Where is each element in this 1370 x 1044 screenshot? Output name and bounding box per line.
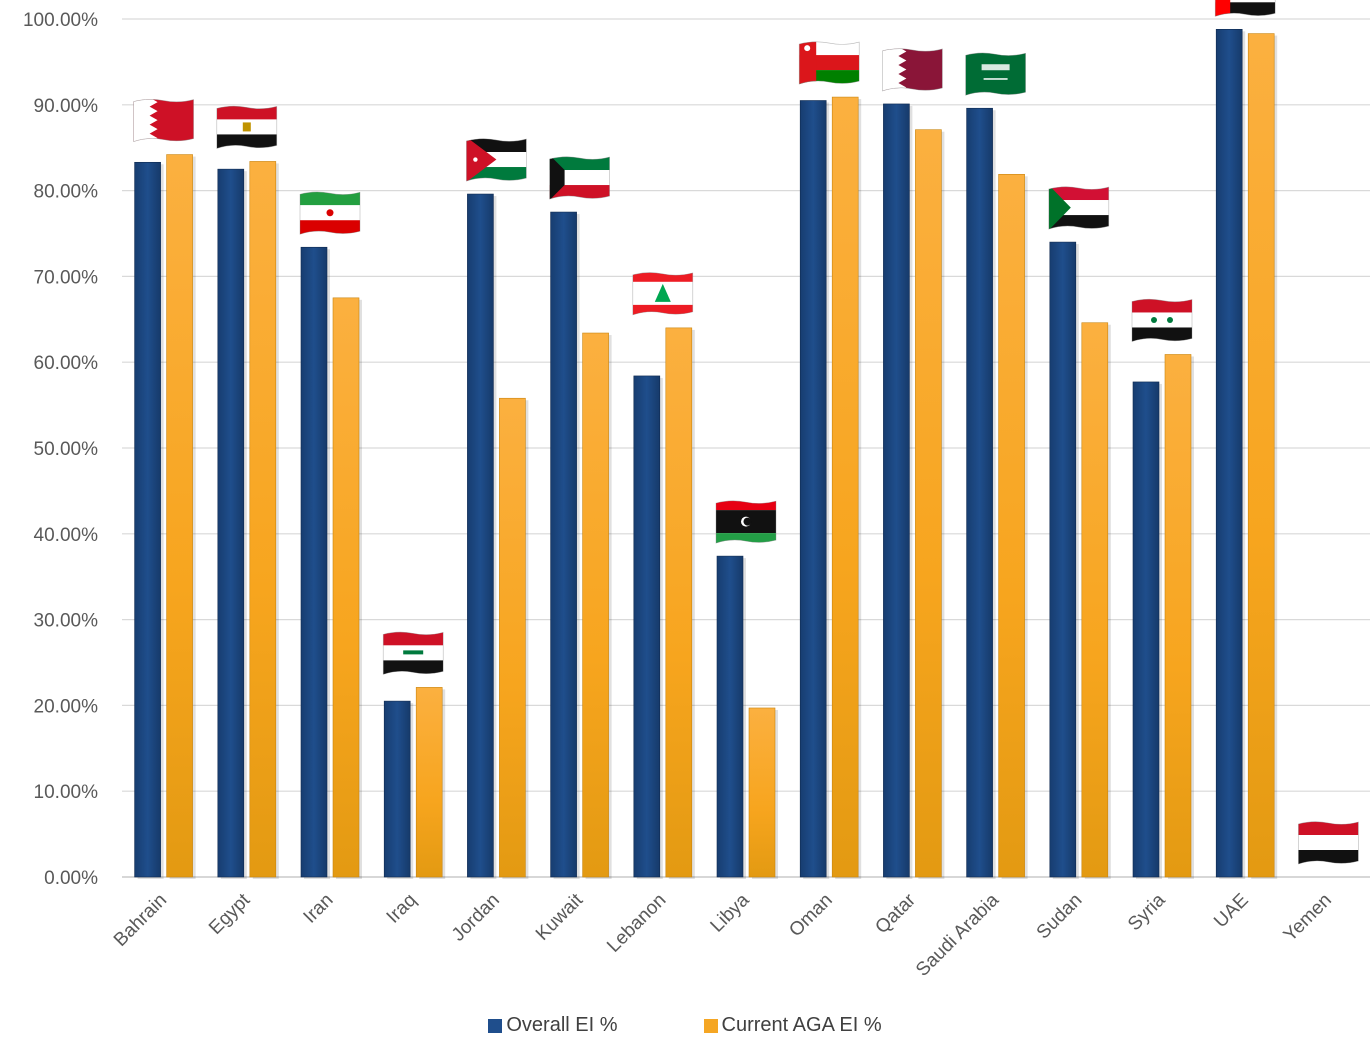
bar-overall[interactable] bbox=[1132, 381, 1160, 878]
bar-current-aga[interactable] bbox=[582, 332, 609, 878]
bar-current-aga[interactable] bbox=[1247, 33, 1275, 878]
legend: Overall EI % Current AGA EI % bbox=[0, 1014, 1370, 1037]
y-tick-label: 0.00% bbox=[44, 868, 98, 889]
x-tick-label: Libya bbox=[707, 889, 754, 936]
bar-overall[interactable] bbox=[716, 555, 744, 878]
qatar-flag-icon bbox=[882, 48, 943, 92]
lebanon-flag-icon bbox=[632, 272, 694, 316]
bar-current-aga[interactable] bbox=[166, 154, 193, 878]
y-tick-label: 40.00% bbox=[34, 525, 99, 546]
bar-overall[interactable] bbox=[467, 193, 494, 878]
yemen-flag-icon bbox=[1298, 821, 1359, 865]
x-tick-label: Bahrain bbox=[110, 890, 171, 951]
bar-overall[interactable] bbox=[966, 107, 993, 878]
jordan-flag-icon bbox=[466, 138, 527, 182]
x-tick-label: UAE bbox=[1210, 890, 1252, 932]
legend-swatch-overall bbox=[488, 1018, 503, 1033]
bar-overall[interactable] bbox=[1049, 241, 1077, 878]
bar-overall[interactable] bbox=[883, 103, 910, 878]
y-tick-label: 30.00% bbox=[34, 611, 99, 632]
bahrain-flag-icon bbox=[133, 98, 194, 142]
legend-item-current-aga[interactable]: Current AGA EI % bbox=[703, 1014, 882, 1037]
y-tick-label: 90.00% bbox=[34, 96, 99, 117]
x-tick-label: Egypt bbox=[205, 889, 255, 939]
x-tick-label: Saudi Arabia bbox=[912, 889, 1003, 980]
bar-current-aga[interactable] bbox=[915, 129, 942, 878]
legend-label-overall: Overall EI % bbox=[506, 1014, 618, 1036]
bar-overall[interactable] bbox=[134, 161, 161, 878]
x-tick-label: Syria bbox=[1124, 889, 1170, 935]
bar-current-aga[interactable] bbox=[831, 96, 859, 878]
x-tick-label: Iraq bbox=[383, 890, 421, 928]
bar-current-aga[interactable] bbox=[748, 707, 776, 878]
bar-current-aga[interactable] bbox=[332, 297, 360, 878]
y-tick-label: 10.00% bbox=[34, 782, 99, 803]
bar-overall[interactable] bbox=[300, 246, 328, 878]
legend-label-current-aga: Current AGA EI % bbox=[721, 1014, 882, 1036]
oman-flag-icon bbox=[798, 41, 860, 85]
y-tick-label: 60.00% bbox=[34, 353, 99, 374]
bar-overall[interactable] bbox=[1215, 28, 1243, 878]
x-tick-label: Jordan bbox=[448, 890, 504, 946]
bar-current-aga[interactable] bbox=[998, 173, 1025, 878]
libya-flag-icon bbox=[715, 500, 777, 544]
x-tick-label: Yemen bbox=[1280, 890, 1336, 946]
x-tick-label: Lebanon bbox=[603, 890, 670, 957]
y-tick-label: 50.00% bbox=[34, 439, 99, 460]
x-tick-label: Kuwait bbox=[532, 889, 588, 945]
bar-overall[interactable] bbox=[383, 700, 411, 878]
bar-current-aga[interactable] bbox=[1164, 354, 1192, 878]
x-tick-label: Sudan bbox=[1033, 890, 1087, 944]
legend-item-overall[interactable]: Overall EI % bbox=[488, 1014, 618, 1037]
syria-flag-icon bbox=[1131, 298, 1193, 342]
y-tick-label: 20.00% bbox=[34, 696, 99, 717]
bar-overall[interactable] bbox=[550, 211, 577, 878]
legend-swatch-current-aga bbox=[703, 1018, 718, 1033]
kuwait-flag-icon bbox=[549, 156, 610, 200]
bar-current-aga[interactable] bbox=[415, 687, 443, 878]
iran-flag-icon bbox=[299, 191, 361, 235]
bar-overall[interactable] bbox=[799, 100, 827, 878]
bar-current-aga[interactable] bbox=[249, 161, 277, 878]
bar-current-aga[interactable] bbox=[665, 327, 693, 878]
saudi-arabia-flag-icon bbox=[965, 52, 1026, 96]
sudan-flag-icon bbox=[1048, 186, 1110, 230]
x-tick-label: Qatar bbox=[871, 889, 920, 938]
y-tick-label: 100.00% bbox=[23, 10, 98, 31]
x-tick-label: Iran bbox=[300, 890, 338, 928]
bar-current-aga[interactable] bbox=[499, 397, 526, 878]
y-tick-label: 70.00% bbox=[34, 267, 99, 288]
x-tick-label: Oman bbox=[785, 890, 836, 941]
flags bbox=[133, 0, 1359, 865]
bars bbox=[134, 28, 1278, 880]
bar-overall[interactable] bbox=[217, 168, 245, 878]
iraq-flag-icon bbox=[382, 631, 444, 675]
y-tick-label: 80.00% bbox=[34, 182, 99, 203]
uae-flag-icon bbox=[1214, 0, 1276, 17]
bar-overall[interactable] bbox=[633, 375, 661, 878]
egypt-flag-icon bbox=[216, 105, 278, 149]
bar-current-aga[interactable] bbox=[1081, 322, 1109, 878]
